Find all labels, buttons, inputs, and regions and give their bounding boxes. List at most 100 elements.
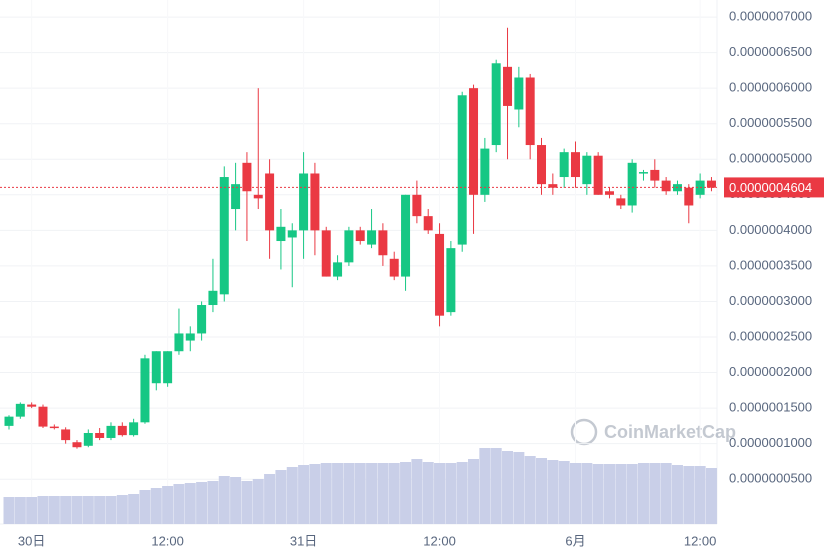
candle-body bbox=[163, 351, 173, 384]
candle-body bbox=[457, 95, 467, 245]
volume-bar bbox=[139, 490, 151, 524]
volume-bar bbox=[603, 464, 615, 524]
candle-body bbox=[299, 173, 309, 231]
volume-bar bbox=[468, 459, 480, 524]
volume-bar bbox=[343, 463, 355, 524]
volume-bar bbox=[490, 448, 502, 524]
volume-bar bbox=[694, 466, 706, 524]
y-tick-label: 0.0000001000 bbox=[729, 435, 812, 450]
volume-bar bbox=[683, 466, 695, 524]
candle-body bbox=[638, 172, 648, 174]
candle-body bbox=[582, 155, 592, 185]
candle-body bbox=[321, 230, 331, 277]
volume-bar bbox=[366, 463, 378, 524]
volume-bar bbox=[513, 452, 525, 524]
volume-bar bbox=[626, 464, 638, 524]
volume-bar bbox=[332, 463, 344, 524]
volume-bar bbox=[671, 465, 683, 524]
volume-bar bbox=[230, 477, 242, 524]
volume-bar bbox=[377, 463, 389, 524]
candle-body bbox=[4, 416, 14, 426]
volume-bar bbox=[275, 470, 287, 524]
volume-bar bbox=[320, 463, 332, 524]
candle-body bbox=[106, 425, 116, 438]
candle-body bbox=[231, 184, 241, 210]
candle-body bbox=[15, 403, 25, 417]
volume-bar bbox=[637, 463, 649, 524]
candle-body bbox=[310, 173, 320, 231]
volume-bar bbox=[400, 462, 412, 524]
volume-bar bbox=[48, 496, 60, 524]
candle-body bbox=[684, 187, 694, 206]
candle-body bbox=[401, 194, 411, 277]
candle-body bbox=[27, 404, 37, 407]
y-tick-label: 0.0000003500 bbox=[729, 257, 812, 272]
x-tick-label: 12:00 bbox=[151, 533, 184, 548]
candle-body bbox=[571, 152, 580, 178]
volume-bar bbox=[536, 458, 548, 524]
volume-bar bbox=[207, 481, 219, 524]
candle-body bbox=[650, 169, 660, 181]
volume-bar bbox=[411, 459, 423, 524]
y-tick-label: 0.0000002000 bbox=[729, 364, 812, 379]
x-tick-label: 31日 bbox=[290, 533, 317, 548]
candle-body bbox=[480, 148, 490, 195]
volume-bar bbox=[547, 460, 559, 524]
candle-body bbox=[208, 290, 218, 306]
grid bbox=[0, 16, 717, 480]
volume-bar bbox=[592, 464, 604, 524]
volume-bar bbox=[558, 461, 570, 524]
candle-body bbox=[197, 305, 207, 334]
volume-bar bbox=[705, 468, 717, 524]
x-tick-label: 6月 bbox=[565, 533, 585, 548]
candle-body bbox=[604, 191, 614, 195]
volume-bar bbox=[354, 463, 366, 524]
candle-body bbox=[469, 88, 479, 195]
candle-body bbox=[242, 162, 252, 192]
candle-body bbox=[38, 406, 48, 427]
volume-bar bbox=[252, 479, 264, 524]
candle-body bbox=[378, 230, 388, 256]
volume-bar bbox=[105, 496, 117, 524]
volume-bar bbox=[581, 463, 593, 524]
volume-bar bbox=[264, 474, 276, 524]
price-label: 0.0000004604 bbox=[729, 180, 812, 195]
volume-bar bbox=[3, 497, 15, 524]
volume-bar bbox=[116, 495, 128, 524]
volume-bar bbox=[649, 463, 661, 524]
watermark-text: CoinMarketCap bbox=[604, 422, 736, 442]
price-label-bg bbox=[724, 177, 824, 198]
candle-body bbox=[49, 426, 59, 429]
y-tick-label: 0.0000006500 bbox=[729, 44, 812, 59]
volume-bar bbox=[615, 464, 627, 524]
candle-body bbox=[412, 194, 422, 217]
candle-body bbox=[423, 216, 433, 231]
candle-body bbox=[344, 230, 354, 263]
volume-bar bbox=[26, 497, 38, 524]
candle-body bbox=[72, 442, 82, 448]
candle-body bbox=[287, 230, 297, 238]
candle-body bbox=[333, 262, 343, 277]
candle-body bbox=[514, 77, 524, 110]
candle-body bbox=[593, 155, 603, 195]
volume-bar bbox=[14, 497, 26, 524]
y-tick-label: 0.0000006000 bbox=[729, 80, 812, 95]
candle-body bbox=[616, 198, 626, 206]
candle-body bbox=[446, 248, 456, 313]
volume-bar bbox=[660, 463, 672, 524]
candle-body bbox=[185, 333, 195, 341]
volume-bar bbox=[94, 496, 106, 524]
volume-bar bbox=[128, 494, 140, 524]
candle-body bbox=[95, 432, 105, 438]
volume-bar bbox=[218, 476, 230, 524]
y-tick-label: 0.0000005000 bbox=[729, 151, 812, 166]
volume-bar bbox=[456, 462, 468, 524]
y-tick-label: 0.0000000500 bbox=[729, 471, 812, 486]
candle-body bbox=[435, 233, 445, 316]
candle-body bbox=[706, 180, 716, 188]
candle-body bbox=[151, 351, 161, 384]
y-tick-label: 0.0000003000 bbox=[729, 293, 812, 308]
y-tick-label: 0.0000005500 bbox=[729, 115, 812, 130]
volume-bar bbox=[286, 467, 298, 524]
